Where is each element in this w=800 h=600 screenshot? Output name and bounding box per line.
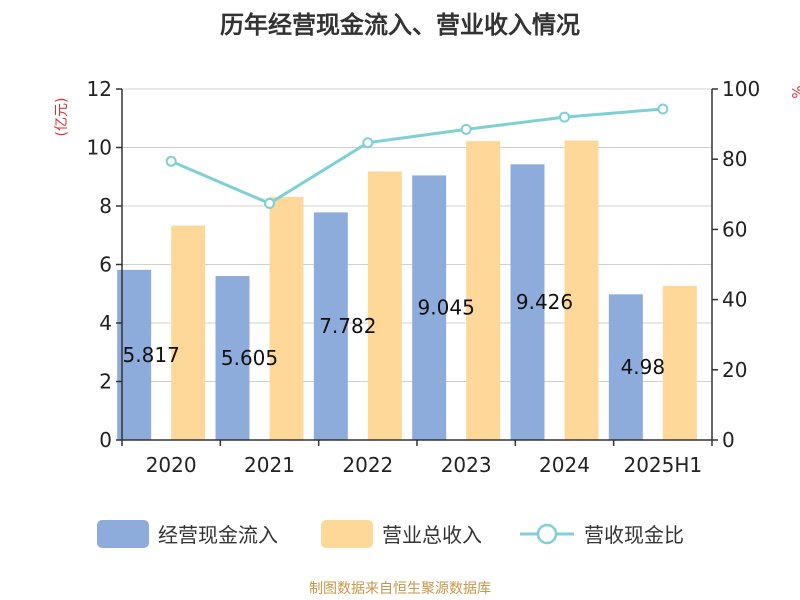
y-left-tick-label: 6 [99, 253, 112, 277]
bar-cash-inflow [117, 269, 152, 440]
point-ratio [559, 111, 570, 123]
x-tick-label: 2024 [539, 453, 590, 477]
bar-cash-inflow [412, 175, 447, 440]
axes: 0 2 4 6 8 10 12 0 20 40 60 80 100 2020 2021 2022 2023 202… [87, 77, 761, 477]
data-label-layer: 5.817 5.605 7.782 9.045 9.426 4.98 [123, 290, 666, 379]
data-label-cash-inflow: 7.782 [319, 314, 376, 338]
ratio-line-layer [165, 103, 669, 209]
y-right-tick-label: 100 [722, 77, 760, 101]
data-label-cash-inflow: 5.605 [221, 346, 278, 370]
y-right-tick-label: 0 [722, 428, 735, 452]
bar-layer [117, 140, 697, 441]
data-label-cash-inflow: 5.817 [123, 343, 180, 367]
bar-cash-inflow [215, 276, 250, 440]
x-tick-label: 2023 [441, 453, 492, 477]
bar-revenue [269, 196, 304, 440]
x-tick-label: 2020 [146, 453, 197, 477]
data-label-cash-inflow: 9.426 [516, 290, 573, 314]
y-left-tick-label: 2 [99, 370, 112, 394]
bar-revenue [466, 141, 501, 440]
y-left-tick-label: 12 [87, 77, 112, 101]
bar-revenue [564, 140, 599, 441]
bar-revenue [367, 171, 402, 441]
point-ratio [362, 137, 374, 149]
y-left-unit-label: (亿元) [54, 98, 70, 137]
bar-revenue [171, 225, 206, 440]
bar-revenue [662, 285, 697, 440]
data-label-cash-inflow: 9.045 [418, 296, 475, 320]
y-right-tick-label: 60 [722, 217, 747, 241]
bar-cash-inflow [510, 164, 545, 441]
y-left-tick-label: 8 [99, 194, 112, 218]
y-right-tick-label: 40 [722, 288, 747, 312]
point-ratio [264, 197, 275, 209]
y-left-tick-label: 0 [99, 428, 112, 452]
y-left-tick-label: 10 [87, 136, 112, 160]
data-label-cash-inflow: 4.98 [621, 355, 666, 379]
x-tick-label: 2021 [244, 453, 295, 477]
bar-cash-inflow [608, 294, 643, 440]
source-note: 制图数据来自恒生聚源数据库 [309, 581, 491, 597]
chart-title: 历年经营现金流入、营业收入情况 [220, 11, 580, 39]
point-ratio [460, 123, 472, 135]
point-ratio [165, 155, 177, 167]
legend: 经营现金流入 营业总收入 营收现金比 [97, 520, 684, 548]
x-tick-label: 2025H1 [623, 453, 702, 477]
y-right-tick-label: 20 [722, 358, 747, 382]
legend-swatch-revenue [321, 520, 373, 548]
point-ratio [657, 103, 669, 115]
bar-cash-inflow [313, 212, 348, 440]
legend-label-cash-inflow: 经营现金流入 [158, 523, 278, 547]
line-ratio [170, 107, 663, 206]
y-right-tick-label: 80 [722, 147, 747, 171]
legend-label-ratio: 营收现金比 [584, 523, 684, 547]
y-left-tick-label: 4 [99, 311, 112, 335]
legend-label-revenue: 营业总收入 [382, 523, 482, 547]
legend-swatch-cash-inflow [97, 520, 149, 548]
legend-marker-ratio [536, 523, 558, 545]
x-tick-label: 2022 [342, 453, 393, 477]
y-right-unit-label: % [788, 85, 800, 98]
